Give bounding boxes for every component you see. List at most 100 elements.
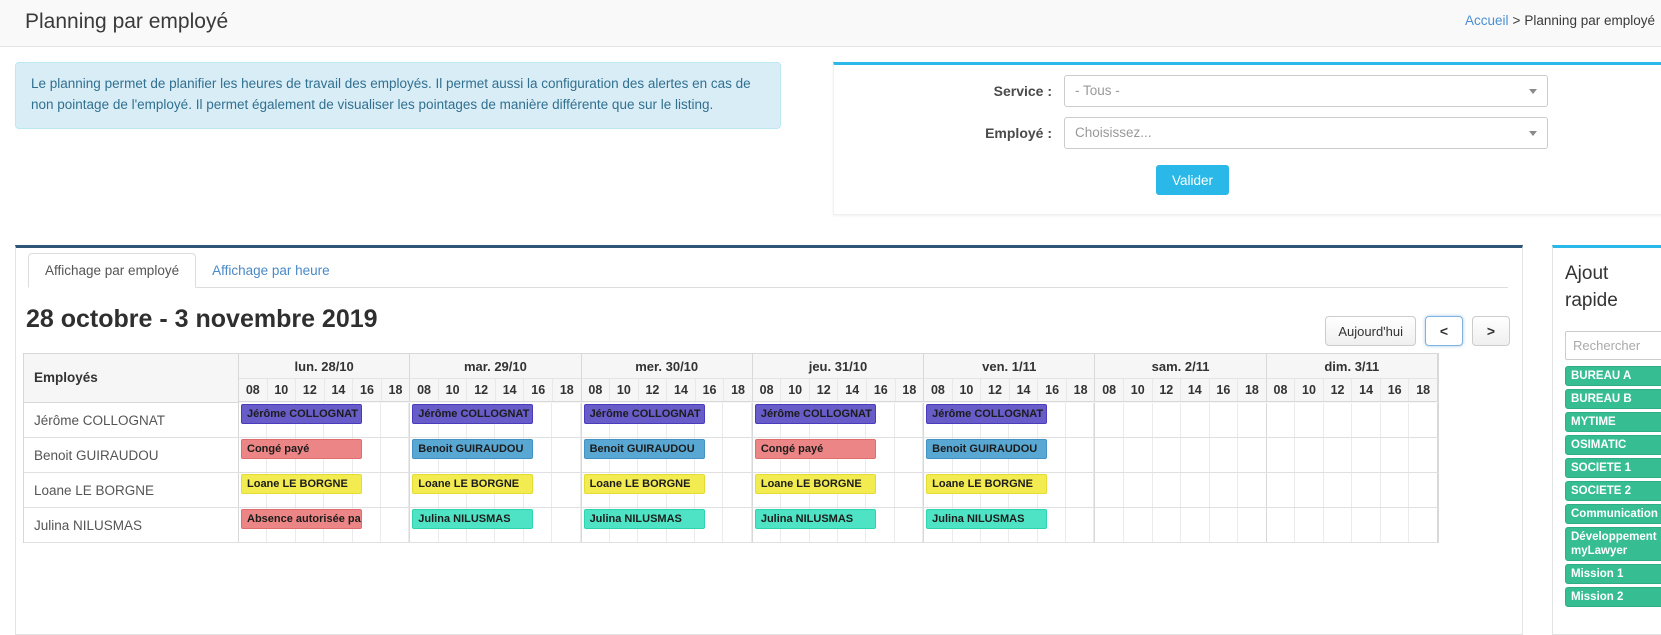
hour-header-group: 08 10 12 14 16 18 [239, 379, 411, 402]
hour-cell [1095, 508, 1124, 542]
planning-event-bar[interactable]: Jérôme COLLOGNAT [583, 404, 705, 424]
hour-header: 18 [1073, 383, 1088, 397]
planning-event-bar[interactable]: Benoit GUIRAUDOU [926, 439, 1048, 459]
planning-event-bar[interactable]: Julina NILUSMAS [412, 509, 534, 529]
next-week-button[interactable]: > [1472, 316, 1510, 346]
quick-add-tag[interactable]: SOCIETE 1 [1565, 458, 1661, 478]
service-select[interactable]: - Tous - [1064, 75, 1548, 107]
employee-select-placeholder: Choisissez... [1075, 125, 1152, 140]
quick-add-tag[interactable]: Communication [1565, 504, 1661, 524]
hour-cell [723, 438, 752, 472]
planning-event-bar[interactable]: Loane LE BORGNE [241, 474, 362, 494]
quick-add-panel: Ajout rapide BUREAU A BUREAU B MYTIME OSIMA… [1552, 245, 1661, 635]
hour-cell [381, 473, 410, 507]
day-cell: Jérôme COLLOGNAT [582, 403, 753, 437]
hour-cell [1352, 403, 1381, 437]
hour-cell [1095, 403, 1124, 437]
planning-event-bar[interactable]: Julina NILUSMAS [926, 509, 1048, 529]
planning-event-bar[interactable]: Loane LE BORGNE [926, 474, 1048, 494]
breadcrumb-home-link[interactable]: Accueil [1464, 13, 1509, 28]
hour-cell [1409, 508, 1437, 542]
hour-cell [723, 473, 752, 507]
planning-event-bar[interactable]: Congé payé [241, 439, 362, 459]
hour-cell [1238, 508, 1266, 542]
quick-add-tag[interactable]: BUREAU A [1565, 366, 1661, 386]
valider-button[interactable]: Valider [1156, 165, 1230, 195]
hour-header-group: 08 10 12 14 16 18 [581, 379, 753, 402]
previous-week-button[interactable]: < [1425, 316, 1463, 346]
planning-event-bar[interactable]: Jérôme COLLOGNAT [412, 404, 534, 424]
period-title: 28 octobre - 3 novembre 2019 [26, 305, 378, 333]
view-tabs: Affichage par employé Affichage par heur… [28, 251, 1508, 288]
employee-name: Jérôme COLLOGNAT [24, 403, 239, 437]
tab-affichage-par-employe[interactable]: Affichage par employé [28, 253, 197, 288]
hour-cell [723, 403, 752, 437]
planning-event-bar[interactable]: Absence autorisée payé [241, 509, 362, 529]
table-row: Loane LE BORGNE Loane LE BORGNE Loane LE B… [24, 473, 1438, 508]
hour-header: 08 [410, 379, 439, 401]
chevron-down-icon [1529, 89, 1537, 94]
planning-event-bar[interactable]: Jérôme COLLOGNAT [754, 404, 876, 424]
day-cell [1095, 473, 1267, 507]
chevron-down-icon [1529, 131, 1537, 136]
planning-event-bar[interactable]: Jérôme COLLOGNAT [241, 404, 362, 424]
day-cell: Loane LE BORGNE [753, 473, 925, 507]
quick-add-tag[interactable]: Mission 1 [1565, 564, 1661, 584]
quick-add-search-input[interactable] [1565, 331, 1661, 360]
today-button[interactable]: Aujourd'hui [1325, 316, 1416, 346]
day-cell [1267, 473, 1438, 507]
quick-add-tag[interactable]: BUREAU B [1565, 389, 1661, 409]
day-cell: Benoit GUIRAUDOU [410, 438, 582, 472]
day-header: jeu. 31/10 [752, 354, 925, 379]
planning-event-bar[interactable]: Benoit GUIRAUDOU [412, 439, 534, 459]
hour-cell [381, 438, 410, 472]
planning-event-bar[interactable]: Jérôme COLLOGNAT [926, 404, 1048, 424]
breadcrumb-separator: > [1512, 13, 1521, 28]
hour-header-group: 08 10 12 14 16 18 [410, 379, 582, 402]
hour-cell [695, 508, 724, 542]
hour-header: 14 [1181, 379, 1210, 401]
day-cell: Loane LE BORGNE [924, 473, 1096, 507]
planning-event-bar[interactable]: Congé payé [754, 439, 876, 459]
day-cell: Jérôme COLLOGNAT [410, 403, 582, 437]
quick-add-tag[interactable]: Développement myLawyer [1565, 527, 1661, 561]
hour-header: 16 [1210, 379, 1239, 401]
planning-event-bar[interactable]: Benoit GUIRAUDOU [583, 439, 705, 459]
planning-event-bar[interactable]: Loane LE BORGNE [583, 474, 705, 494]
day-cell [1095, 508, 1267, 542]
day-cell: Congé payé [239, 438, 411, 472]
employee-select[interactable]: Choisissez... [1064, 117, 1548, 149]
planning-event-bar[interactable]: Julina NILUSMAS [754, 509, 876, 529]
hour-header: 12 [981, 379, 1010, 401]
day-header: ven. 1/11 [924, 354, 1096, 379]
hour-cell [895, 403, 924, 437]
planning-event-bar[interactable]: Loane LE BORGNE [754, 474, 876, 494]
quick-add-tag[interactable]: Mission 2 [1565, 587, 1661, 607]
hour-cell [1181, 438, 1210, 472]
quick-add-tag[interactable]: MYTIME [1565, 412, 1661, 432]
tab-affichage-par-heure[interactable]: Affichage par heure [212, 263, 330, 278]
hour-cell [1038, 508, 1066, 542]
hour-cell [895, 473, 924, 507]
hour-cell [1381, 473, 1410, 507]
day-cell: Loane LE BORGNE [582, 473, 753, 507]
day-cell: Loane LE BORGNE [239, 473, 411, 507]
planning-event-bar[interactable]: Julina NILUSMAS [583, 509, 705, 529]
quick-add-tag[interactable]: OSIMATIC [1565, 435, 1661, 455]
hour-cell [1381, 508, 1410, 542]
quick-add-tag[interactable]: SOCIETE 2 [1565, 481, 1661, 501]
hour-header: 16 [1038, 379, 1067, 401]
day-cell: Absence autorisée payé [239, 508, 411, 542]
hour-cell [1295, 473, 1324, 507]
day-cell: Jérôme COLLOGNAT [924, 403, 1096, 437]
planning-event-bar[interactable]: Loane LE BORGNE [412, 474, 534, 494]
hour-cell [1352, 508, 1381, 542]
grid-header: Employés lun. 28/10 mar. 29/10 mer. 30/10 je… [24, 354, 1438, 403]
hour-cell [552, 508, 581, 542]
hour-header: 08 [1267, 379, 1296, 401]
hour-header-group: 08 10 12 14 16 18 [1095, 379, 1267, 402]
hour-cell [1381, 438, 1410, 472]
day-cell: Julina NILUSMAS [410, 508, 582, 542]
planning-grid: Employés lun. 28/10 mar. 29/10 mer. 30/10 je… [23, 353, 1439, 543]
hour-cell [1210, 508, 1239, 542]
